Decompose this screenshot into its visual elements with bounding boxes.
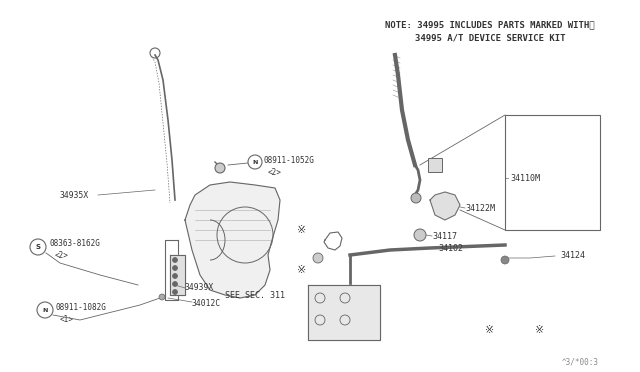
Circle shape — [215, 163, 225, 173]
Circle shape — [313, 253, 323, 263]
Circle shape — [173, 282, 177, 286]
Text: <2>: <2> — [55, 250, 69, 260]
Text: 34122M: 34122M — [465, 203, 495, 212]
Circle shape — [414, 229, 426, 241]
Polygon shape — [170, 255, 185, 295]
Bar — [428, 158, 442, 172]
Text: ※: ※ — [298, 225, 307, 235]
Polygon shape — [308, 285, 380, 340]
Circle shape — [248, 155, 262, 169]
Circle shape — [37, 302, 53, 318]
Text: 34939X: 34939X — [185, 283, 214, 292]
Text: 08363-8162G: 08363-8162G — [50, 238, 101, 247]
Circle shape — [159, 294, 165, 300]
Circle shape — [173, 266, 177, 270]
Text: 34124: 34124 — [560, 251, 585, 260]
Text: ※: ※ — [485, 325, 495, 335]
Text: NOTE: 34995 INCLUDES PARTS MARKED WITH※: NOTE: 34995 INCLUDES PARTS MARKED WITH※ — [385, 20, 595, 29]
Text: N: N — [252, 160, 258, 164]
Bar — [505, 115, 600, 230]
Circle shape — [173, 257, 177, 263]
Text: S: S — [35, 244, 40, 250]
Circle shape — [501, 256, 509, 264]
Text: 34117: 34117 — [432, 231, 457, 241]
Circle shape — [30, 239, 46, 255]
Text: ※: ※ — [536, 325, 545, 335]
Text: <1>: <1> — [60, 314, 74, 324]
Polygon shape — [185, 182, 280, 298]
Text: 34995 A/T DEVICE SERVICE KIT: 34995 A/T DEVICE SERVICE KIT — [415, 33, 565, 42]
Circle shape — [411, 193, 421, 203]
Polygon shape — [430, 192, 460, 220]
Text: 34110M: 34110M — [510, 173, 540, 183]
Circle shape — [173, 273, 177, 279]
Text: N: N — [42, 308, 48, 312]
Text: 34935X: 34935X — [60, 190, 89, 199]
Circle shape — [173, 289, 177, 295]
Text: ※: ※ — [298, 265, 307, 275]
Text: <2>: <2> — [268, 167, 282, 176]
Text: 34102: 34102 — [438, 244, 463, 253]
Text: SEE SEC. 311: SEE SEC. 311 — [225, 291, 285, 299]
Text: 08911-1082G: 08911-1082G — [55, 302, 106, 311]
Text: 08911-1052G: 08911-1052G — [264, 155, 315, 164]
Text: ^3/*00:3: ^3/*00:3 — [561, 357, 598, 366]
Text: 34012C: 34012C — [192, 298, 221, 308]
